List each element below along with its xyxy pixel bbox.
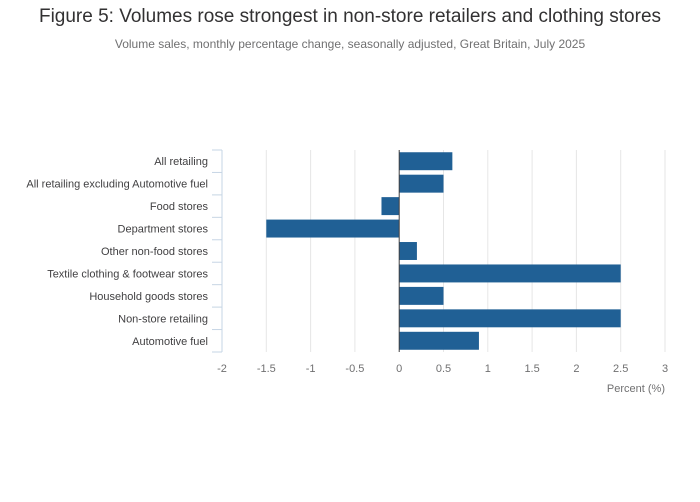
- chart-subtitle: Volume sales, monthly percentage change,…: [114, 37, 586, 51]
- bar: [399, 264, 621, 283]
- category-label: All retailing: [154, 156, 208, 168]
- x-tick-label: 2.5: [613, 363, 628, 375]
- x-tick-label: 2: [573, 363, 579, 375]
- x-tick-label: 0: [396, 363, 402, 375]
- x-tick-label: -2: [217, 363, 227, 375]
- category-label: Automotive fuel: [132, 336, 208, 348]
- bar: [399, 242, 417, 260]
- bar: [381, 197, 400, 216]
- bar: [399, 152, 453, 171]
- bar: [399, 331, 479, 350]
- bar: [399, 174, 444, 193]
- bar: [399, 309, 621, 328]
- category-label: Household goods stores: [89, 291, 208, 303]
- axes: [212, 149, 400, 353]
- labels: -2 -1.5 -1 -0.5 0 0.5 1 1.5 2 2.5 3 All retailing Al…: [26, 156, 668, 375]
- x-axis-title: Percent (%): [607, 383, 665, 395]
- category-label: All retailing excluding Automotive fuel: [26, 179, 208, 191]
- category-label: Other non-food stores: [101, 246, 209, 258]
- bar: [399, 286, 444, 305]
- x-tick-label: 3: [662, 363, 668, 375]
- chart-title: Figure 5: Volumes rose strongest in non-…: [38, 6, 662, 27]
- x-tick-label: -1.5: [257, 363, 276, 375]
- x-tick-label: -1: [306, 363, 316, 375]
- category-label: Textile clothing & footwear stores: [47, 268, 208, 280]
- bars: [266, 152, 621, 350]
- x-tick-label: 1.5: [524, 363, 539, 375]
- category-label: Department stores: [118, 224, 209, 236]
- x-tick-label: -0.5: [345, 363, 364, 375]
- x-tick-label: 0.5: [436, 363, 451, 375]
- bar: [266, 219, 400, 238]
- category-label: Non-store retailing: [118, 313, 208, 325]
- x-tick-label: 1: [485, 363, 491, 375]
- category-label: Food stores: [150, 201, 209, 213]
